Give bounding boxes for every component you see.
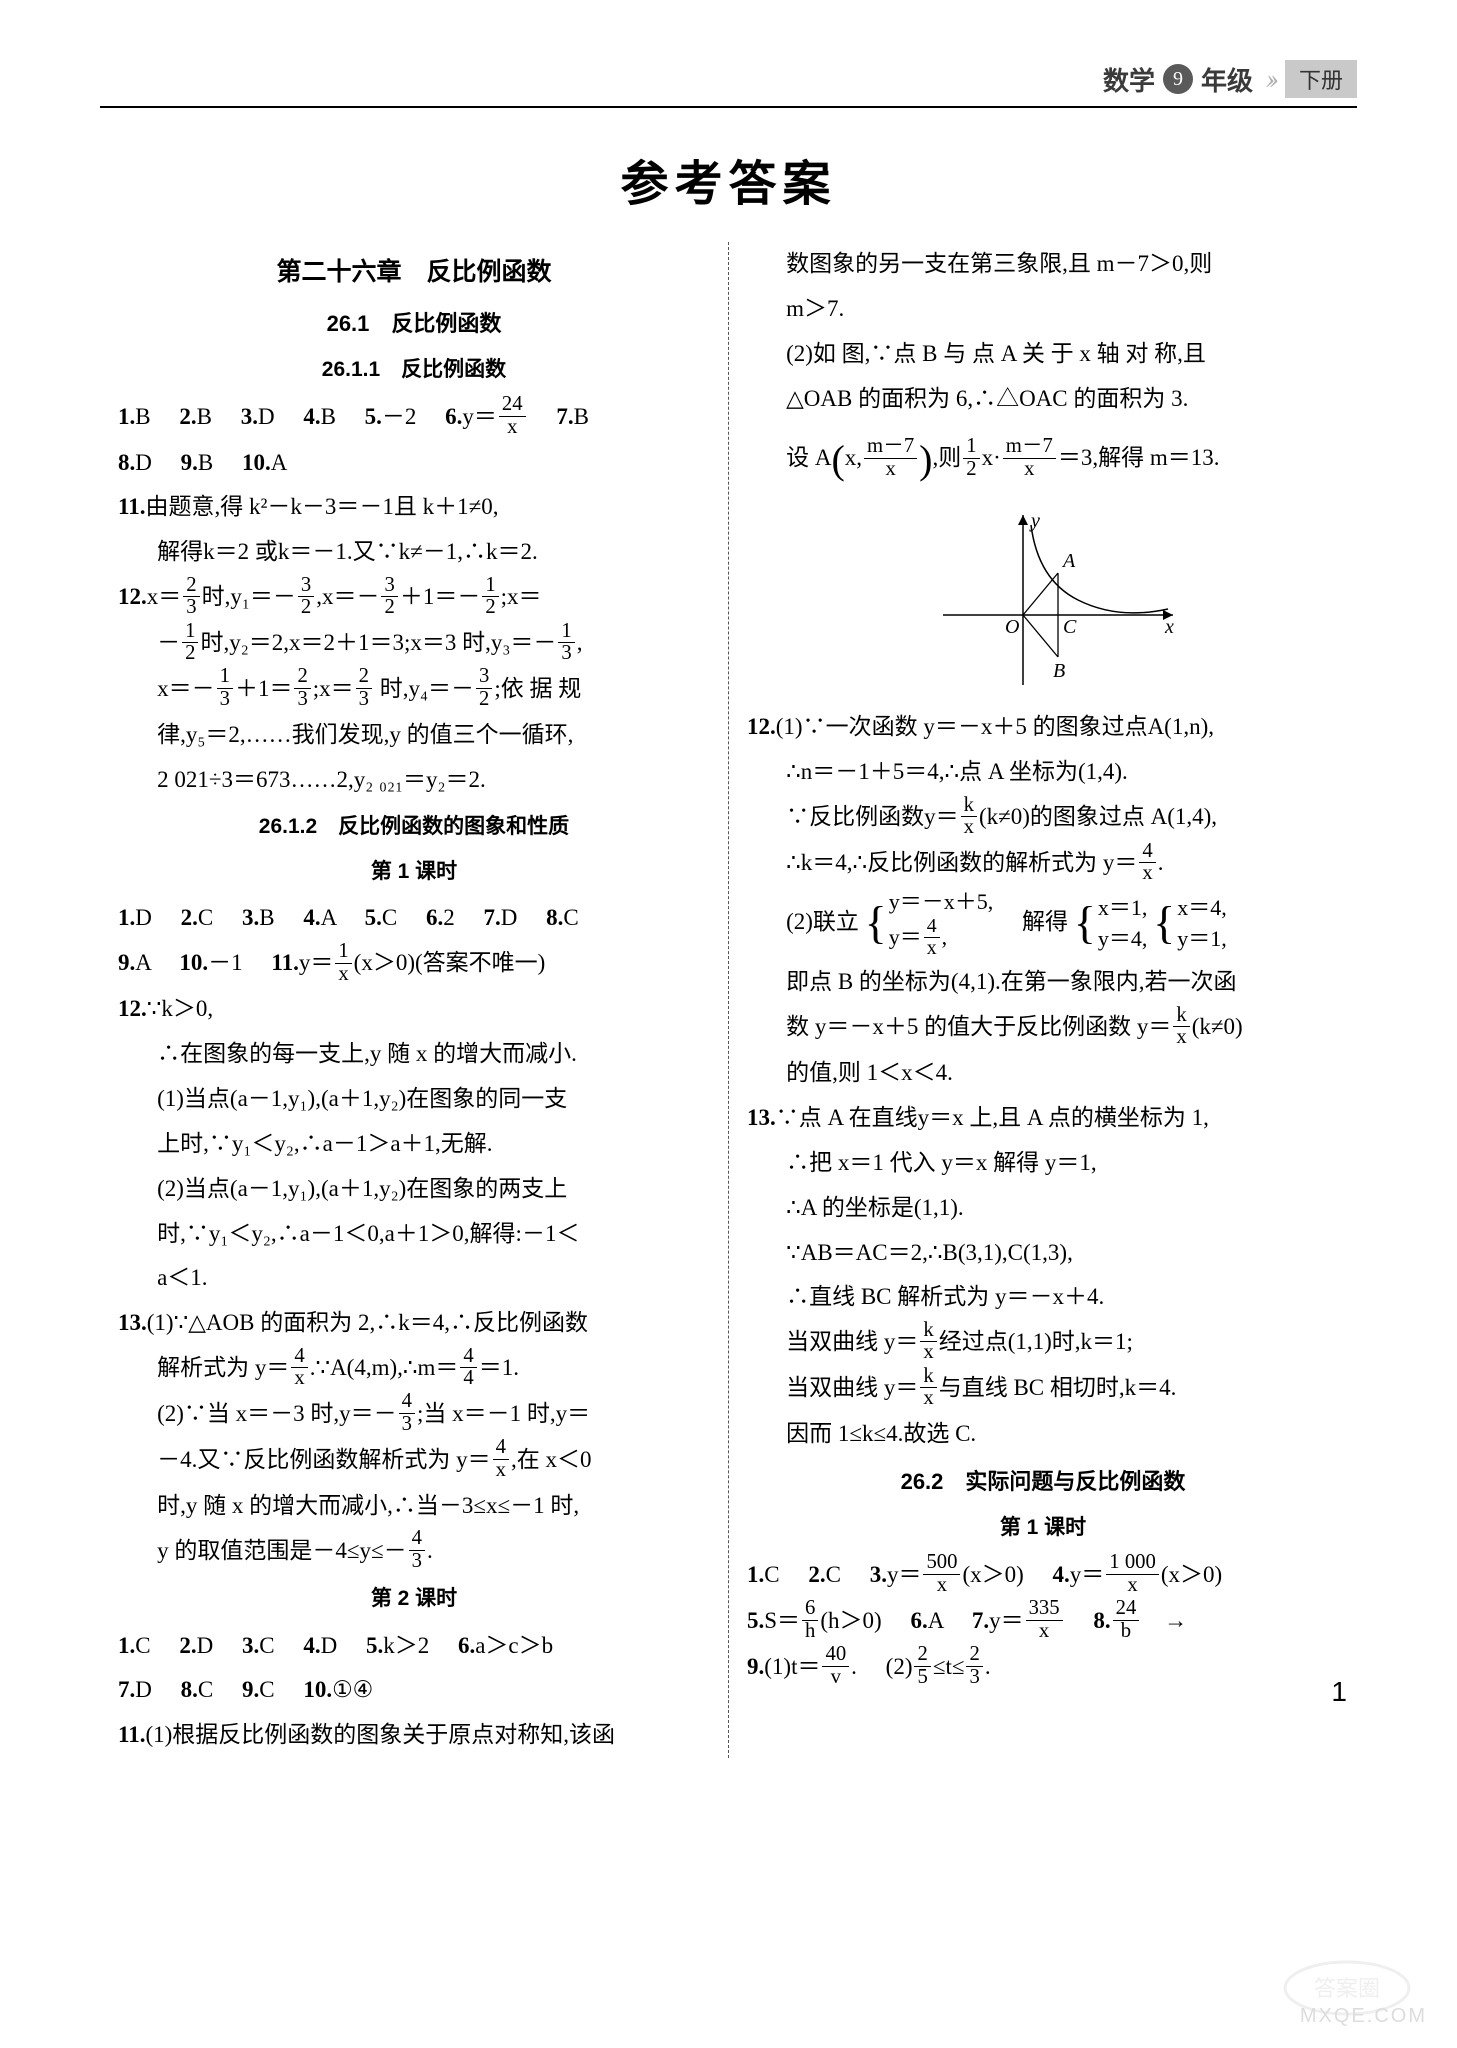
section-title: 26.2 实际问题与反比例函数 [747, 1461, 1339, 1504]
solution-text: ∴在图象的每一支上,y 随 x 的增大而减小. [118, 1032, 710, 1077]
subsection-title: 26.1.2 反比例函数的图象和性质 [118, 807, 710, 848]
svg-text:O: O [1005, 616, 1019, 638]
solution-text: ∴n＝－1＋5＝4,∴点 A 坐标为(1,4). [747, 750, 1339, 795]
lesson-title: 第 1 课时 [747, 1508, 1339, 1549]
solution-text: －4.又∵反比例函数解析式为 y＝4x,在 x＜0 [118, 1438, 710, 1484]
solution-text: (2)当点(a－1,y₁),(a＋1,y₂)在图象的两支上 [118, 1167, 710, 1212]
solution-text: m＞7. [747, 287, 1339, 332]
chapter-title: 第二十六章 反比例函数 [118, 248, 710, 297]
solution-text: 解得k＝2 或k＝－1.又∵k≠－1,∴k＝2. [118, 530, 710, 575]
subject-label: 数学 [1103, 61, 1155, 98]
grade-suffix: 年级 [1201, 61, 1253, 98]
chevron-icon: ›› [1265, 62, 1273, 96]
solution-text: 的值,则 1＜x＜4. [747, 1051, 1339, 1096]
svg-text:x: x [1164, 616, 1174, 638]
lesson-title: 第 1 课时 [118, 852, 710, 893]
page-container: 数学 9 年级 ›› 下册 参考答案 第二十六章 反比例函数 26.1 反比例函… [0, 0, 1457, 1798]
solution-text: 时,y 随 x 的增大而减小,∴当－3≤x≤－1 时, [118, 1484, 710, 1529]
solution-text: (2)∵当 x＝－3 时,y＝－43;当 x＝－1 时,y＝ [118, 1392, 710, 1438]
answer-row: 5.S＝6h(h＞0) 6.A 7.y＝335x 8.24b → [747, 1599, 1339, 1645]
answer-row: 1.B 2.B 3.D 4.B 5.－2 6.y＝24x 7.B [118, 395, 710, 441]
solution-text: (1)当点(a－1,y₁),(a＋1,y₂)在图象的同一支 [118, 1077, 710, 1122]
solution-text: 当双曲线 y＝kx经过点(1,1)时,k＝1; [747, 1320, 1339, 1366]
solution-text: 数 y＝－x＋5 的值大于反比例函数 y＝kx(k≠0) [747, 1005, 1339, 1051]
solution-text: 数图象的另一支在第三象限,且 m－7＞0,则 [747, 242, 1339, 287]
solution-text: ∵反比例函数y＝kx(k≠0)的图象过点 A(1,4), [747, 795, 1339, 841]
solution-text: 因而 1≤k≤4.故选 C. [747, 1412, 1339, 1457]
solution-text: x＝－13＋1＝23;x＝23 时,y₄＝－32;依 据 规 [118, 667, 710, 713]
answer-row: 7.D 8.C 9.C 10.①④ [118, 1668, 710, 1713]
hyperbola-graph: y x O A C B [903, 505, 1183, 695]
solution-text: ∴A 的坐标是(1,1). [747, 1186, 1339, 1231]
solution-text: 13.(1)∵△AOB 的面积为 2,∴k＝4,∴反比例函数 [118, 1301, 710, 1346]
solution-text: －12时,y₂＝2,x＝2＋1＝3;x＝3 时,y₃＝－13, [118, 621, 710, 667]
solution-text: 12.∵k＞0, [118, 987, 710, 1032]
answer-row: 1.C 2.C 3.y＝500x(x＞0) 4.y＝1 000x(x＞0) [747, 1553, 1339, 1599]
page-number: 1 [1331, 1676, 1347, 1708]
solution-text: △OAB 的面积为 6,∴△OAC 的面积为 3. [747, 377, 1339, 422]
grade-badge: 9 [1163, 64, 1193, 94]
header-divider [100, 106, 1357, 108]
lesson-title: 第 2 课时 [118, 1579, 710, 1620]
solution-text: ∴直线 BC 解析式为 y＝－x＋4. [747, 1275, 1339, 1320]
solution-text: 设 A(x,m－7x),则12x·m－7x＝3,解得 m＝13. [747, 421, 1339, 499]
solution-text: 时,∵y₁＜y₂,∴a－1＜0,a＋1＞0,解得:－1＜ [118, 1212, 710, 1257]
svg-text:A: A [1061, 550, 1076, 572]
watermark-text: MXQE.COM [1300, 2005, 1427, 2028]
solution-text: a＜1. [118, 1256, 710, 1301]
content-columns: 第二十六章 反比例函数 26.1 反比例函数 26.1.1 反比例函数 1.B … [100, 242, 1357, 1758]
solution-text: y 的取值范围是－4≤y≤－43. [118, 1529, 710, 1575]
answer-row: 1.C 2.D 3.C 4.D 5.k＞2 6.a＞c＞b [118, 1624, 710, 1669]
left-column: 第二十六章 反比例函数 26.1 反比例函数 26.1.1 反比例函数 1.B … [100, 242, 729, 1758]
solution-text: 当双曲线 y＝kx与直线 BC 相切时,k＝4. [747, 1366, 1339, 1412]
section-title: 26.1 反比例函数 [118, 303, 710, 346]
solution-text: 13.∵点 A 在直线y＝x 上,且 A 点的横坐标为 1, [747, 1096, 1339, 1141]
answer-row: 9.(1)t＝40v. (2)25≤t≤23. [747, 1645, 1339, 1691]
solution-text: 12.(1)∵一次函数 y＝－x＋5 的图象过点A(1,n), [747, 705, 1339, 750]
solution-text: 11.由题意,得 k²－k－3＝－1且 k＋1≠0, [118, 485, 710, 530]
solution-text: 即点 B 的坐标为(4,1).在第一象限内,若一次函 [747, 960, 1339, 1005]
solution-text: 11.(1)根据反比例函数的图象关于原点对称知,该函 [118, 1713, 710, 1758]
solution-text: 上时,∵y₁＜y₂,∴a－1＞a＋1,无解. [118, 1122, 710, 1167]
svg-text:答案圈: 答案圈 [1314, 1976, 1380, 2001]
svg-text:B: B [1053, 660, 1065, 682]
solution-text: ∵AB＝AC＝2,∴B(3,1),C(1,3), [747, 1231, 1339, 1276]
solution-text: 12.x＝23时,y₁＝－32,x＝－32＋1＝－12;x＝ [118, 575, 710, 621]
page-title: 参考答案 [100, 144, 1357, 214]
solution-text: 2 021÷3＝673……2,y₂ ₀₂₁＝y₂＝2. [118, 758, 710, 803]
right-column: 数图象的另一支在第三象限,且 m－7＞0,则 m＞7. (2)如 图,∵点 B … [729, 242, 1357, 1758]
answer-row: 1.D 2.C 3.B 4.A 5.C 6.2 7.D 8.C [118, 896, 710, 941]
solution-text: ∴k＝4,∴反比例函数的解析式为 y＝4x. [747, 841, 1339, 887]
solution-text: (2)联立 {y＝－x＋5,y＝4x, 解得 {x＝1,y＝4, {x＝4,y＝… [747, 887, 1339, 960]
svg-text:y: y [1029, 510, 1040, 532]
answer-row: 8.D 9.B 10.A [118, 441, 710, 486]
answer-row: 9.A 10.－1 11.y＝1x(x＞0)(答案不唯一) [118, 941, 710, 987]
subsection-title: 26.1.1 反比例函数 [118, 350, 710, 391]
solution-text: 律,y₅＝2,……我们发现,y 的值三个一循环, [118, 713, 710, 758]
solution-text: 解析式为 y＝4x.∵A(4,m),∴m＝44＝1. [118, 1346, 710, 1392]
volume-badge: 下册 [1285, 60, 1357, 98]
graph-figure: y x O A C B [747, 505, 1339, 695]
page-header: 数学 9 年级 ›› 下册 [100, 60, 1357, 98]
solution-text: ∴把 x＝1 代入 y＝x 解得 y＝1, [747, 1141, 1339, 1186]
solution-text: (2)如 图,∵点 B 与 点 A 关 于 x 轴 对 称,且 [747, 332, 1339, 377]
svg-text:C: C [1063, 616, 1077, 638]
